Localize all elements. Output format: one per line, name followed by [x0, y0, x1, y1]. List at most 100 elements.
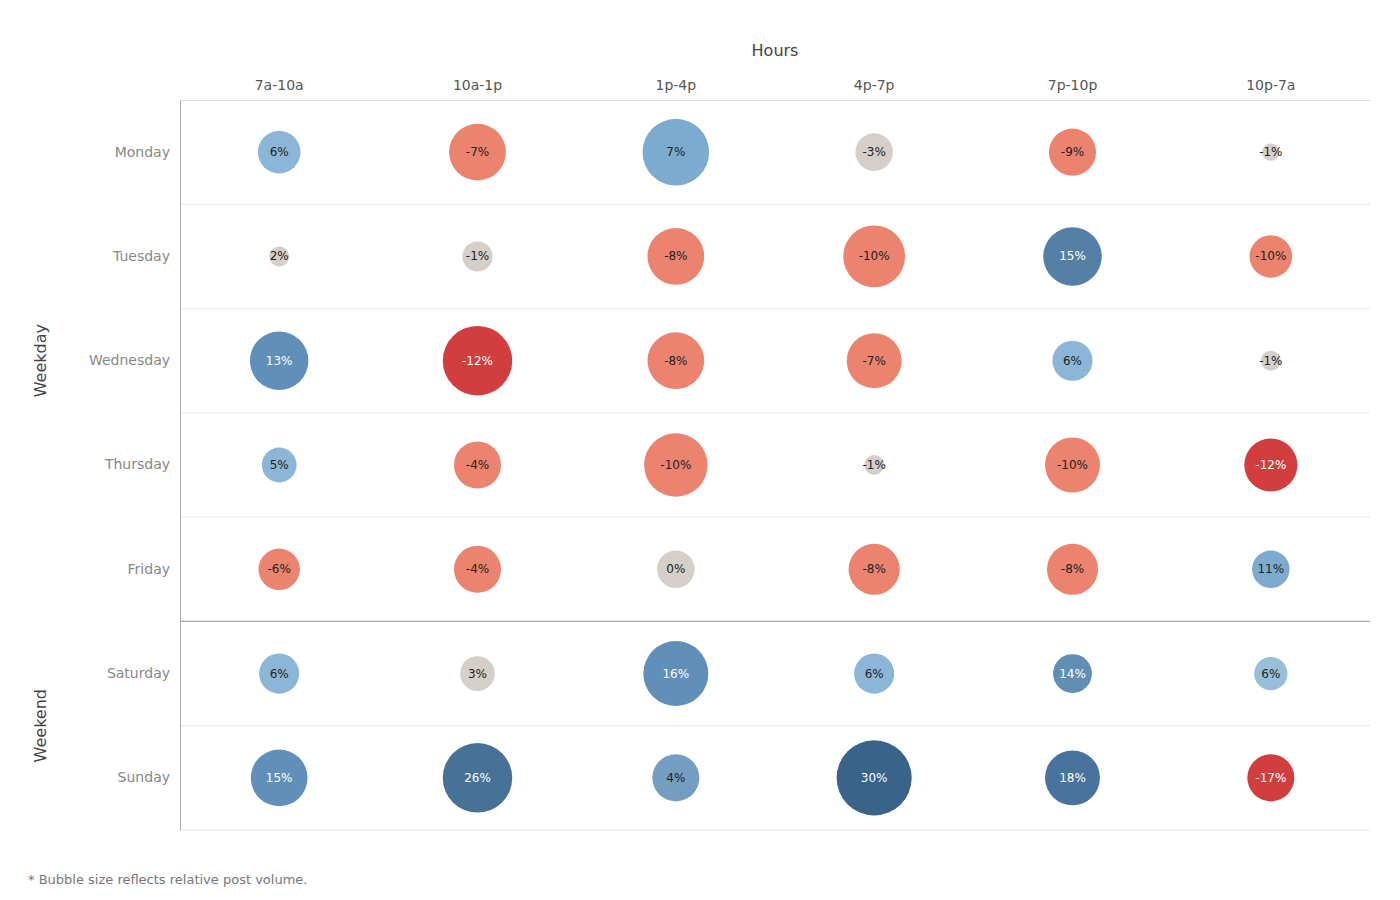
grid-line — [180, 412, 1370, 413]
data-label: -10% — [859, 249, 890, 263]
bubble — [262, 448, 297, 483]
data-label: -4% — [466, 458, 489, 472]
grid-line — [180, 830, 1370, 831]
bubble — [1045, 750, 1100, 805]
tick: 1p-4p — [656, 77, 697, 100]
data-label: -17% — [1255, 771, 1286, 785]
data-label: -1% — [466, 249, 489, 263]
grid-line — [180, 204, 1370, 205]
group-divider — [180, 621, 1370, 622]
data-label: 2% — [270, 249, 289, 263]
data-label: -8% — [1061, 562, 1084, 576]
bubbles — [250, 119, 1297, 816]
bubble — [1045, 438, 1100, 493]
bubble — [250, 331, 309, 390]
bubble — [1250, 235, 1293, 278]
axis-line — [180, 101, 181, 831]
bubble — [258, 549, 299, 590]
bubble — [1049, 129, 1096, 176]
data-label: -12% — [462, 354, 493, 368]
data-label: 18% — [1059, 771, 1086, 785]
data-label: 6% — [270, 667, 289, 681]
data-label: 15% — [266, 771, 293, 785]
bubble — [647, 228, 704, 285]
data-label: 6% — [1261, 667, 1280, 681]
tick-label: 10p-7a — [1246, 77, 1295, 93]
data-label: 16% — [662, 667, 689, 681]
bubble — [652, 754, 699, 801]
x-axis: 7a-10a 10a-1p 1p-4p 4p-7p 7p-10p 10p-7a — [181, 77, 1371, 101]
data-label: 14% — [1059, 667, 1086, 681]
data-label: -1% — [1259, 145, 1282, 159]
grid — [180, 204, 1370, 830]
bubble — [643, 641, 708, 706]
data-label: 13% — [266, 354, 293, 368]
axis-title: Hours — [752, 41, 799, 60]
tick: Friday — [128, 561, 180, 577]
bubble — [644, 433, 707, 496]
data-label: 6% — [1063, 354, 1082, 368]
tick: Tuesday — [112, 248, 180, 264]
bubble — [1254, 657, 1287, 690]
axis-line — [181, 100, 1371, 101]
tick: Monday — [115, 144, 180, 160]
bubble — [462, 241, 492, 271]
data-label: -10% — [660, 458, 691, 472]
data-label: -1% — [862, 458, 885, 472]
bubble — [854, 654, 894, 694]
bubble — [259, 654, 299, 694]
data-label: -7% — [862, 354, 885, 368]
data-label: 30% — [861, 771, 888, 785]
bubble — [643, 119, 710, 186]
bubble — [1252, 551, 1290, 589]
bubble — [647, 332, 704, 389]
tick: 7a-10a — [255, 77, 304, 100]
bubble — [843, 226, 905, 288]
tick: 4p-7p — [854, 77, 895, 100]
data-label: 11% — [1257, 562, 1284, 576]
grid-line — [180, 725, 1370, 726]
tick-label: 1p-4p — [656, 77, 697, 93]
data-label: -10% — [1057, 458, 1088, 472]
group-label: Weekday — [31, 324, 50, 397]
bubble — [837, 740, 912, 815]
data-label: 6% — [270, 145, 289, 159]
bubble — [1052, 341, 1092, 381]
tick-label: 7p-10p — [1048, 77, 1098, 93]
bubble — [443, 326, 513, 396]
data-label: 0% — [666, 562, 685, 576]
data-label: -1% — [1259, 354, 1282, 368]
data-label: -12% — [1255, 458, 1286, 472]
bubble — [849, 544, 900, 595]
data-label: 7% — [666, 145, 685, 159]
tick: Thursday — [104, 456, 180, 472]
bubble — [454, 546, 501, 593]
footnote: * Bubble size reflects relative post vol… — [28, 872, 307, 887]
data-label: -8% — [862, 562, 885, 576]
bubble — [1053, 654, 1092, 693]
data-label: -9% — [1061, 145, 1084, 159]
data-label: 26% — [464, 771, 491, 785]
tick: Sunday — [118, 769, 180, 785]
tick: Saturday — [107, 665, 180, 681]
tick-label: Wednesday — [89, 352, 170, 368]
tick: 10a-1p — [453, 77, 502, 100]
bubble — [1247, 754, 1294, 801]
bubble — [460, 656, 495, 691]
bubble — [449, 124, 506, 181]
data-label: -8% — [664, 354, 687, 368]
bubble — [443, 743, 513, 813]
tick-label: Sunday — [118, 769, 170, 785]
tick-label: 4p-7p — [854, 77, 895, 93]
bubble — [847, 333, 902, 388]
bubble — [657, 551, 695, 589]
bubble — [1047, 544, 1098, 595]
tick-label: Thursday — [104, 456, 170, 472]
group-label: Weekend — [31, 689, 50, 762]
background — [0, 0, 1400, 900]
bubble — [1043, 227, 1102, 286]
bubble — [1244, 438, 1297, 491]
data-label: -4% — [466, 562, 489, 576]
data-label: -6% — [267, 562, 290, 576]
tick-label: Monday — [115, 144, 170, 160]
